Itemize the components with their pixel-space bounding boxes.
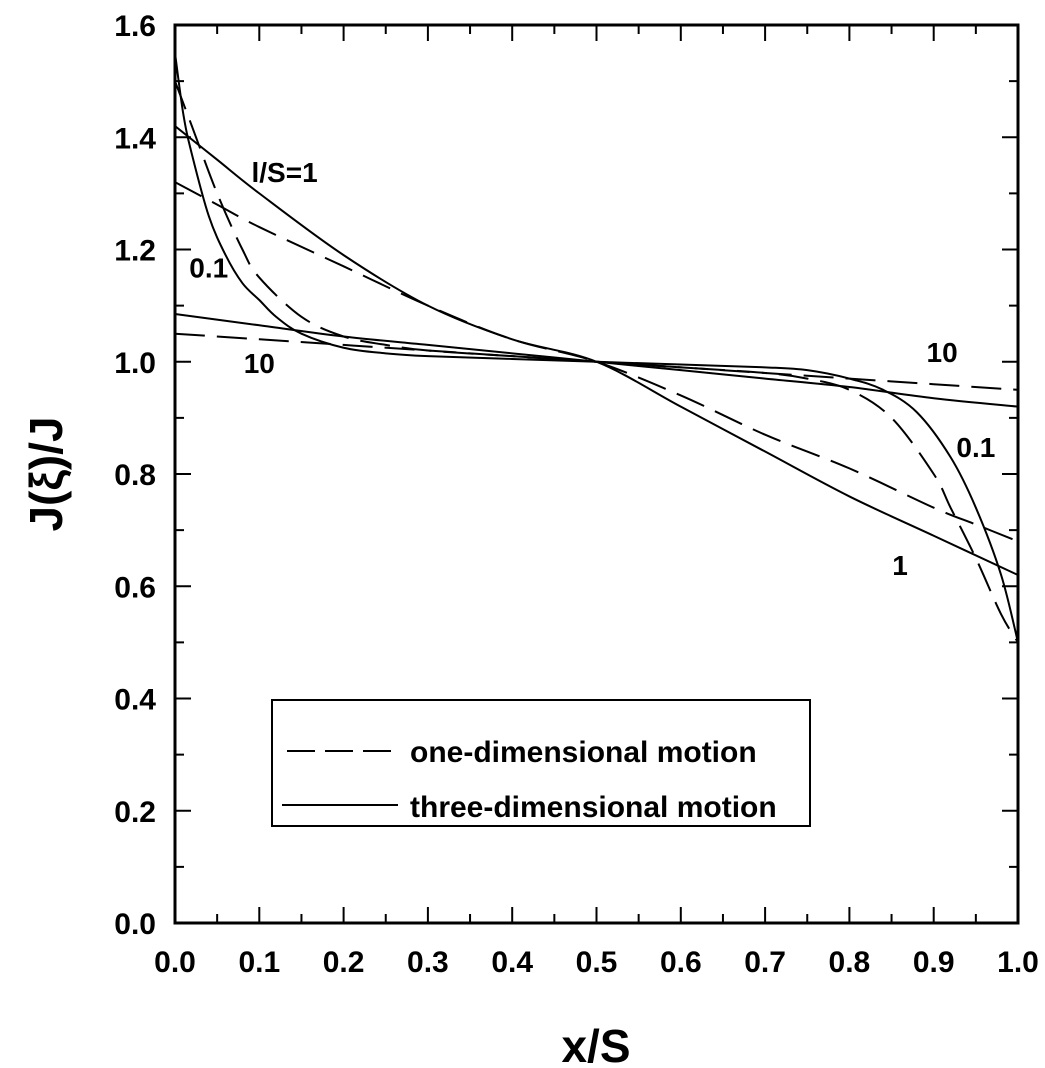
curve-annotation: 10 [244, 348, 275, 379]
one-dimensional-curve-1 [174, 181, 1019, 543]
y-axis-title: J(ξ)/J [20, 416, 72, 531]
legend: one-dimensional motion three-dimensional… [271, 699, 811, 827]
y-tick-label: 1.6 [114, 10, 156, 43]
x-tick-label: 0.8 [829, 946, 871, 979]
three-dimensional-curve-10 [174, 313, 1019, 408]
annotations-layer: l/S=1 0.1 10 10 0.1 1 [189, 157, 995, 581]
curve-annotation: 1 [892, 550, 908, 581]
tick-labels-layer: 0.0 0.1 0.2 0.3 0.4 0.5 0.6 0.7 0.8 0.9 1.0 0.0 0.2 0… [114, 10, 1039, 979]
curve-annotation: l/S=1 [252, 157, 318, 188]
y-tick-label: 0.2 [114, 796, 156, 829]
x-tick-label: 0.3 [407, 946, 449, 979]
y-tick-label: 1.0 [114, 347, 156, 380]
three-dimensional-curve-0p1 [174, 52, 1019, 643]
y-tick-label: 0.0 [114, 908, 156, 941]
y-tick-label: 1.4 [114, 122, 156, 155]
y-tick-label: 0.8 [114, 459, 156, 492]
x-tick-label: 0.0 [154, 946, 196, 979]
legend-label-one-dimensional: one-dimensional motion [410, 736, 757, 769]
ticks-layer [174, 24, 1019, 924]
x-axis-title: x/S [561, 1020, 630, 1068]
x-tick-label: 0.2 [323, 946, 365, 979]
legend-label-three-dimensional: three-dimensional motion [410, 791, 777, 824]
x-tick-label: 0.9 [913, 946, 955, 979]
y-tick-label: 0.6 [114, 571, 156, 604]
y-tick-label: 0.4 [114, 684, 156, 717]
x-tick-label: 0.5 [576, 946, 618, 979]
curve-annotation: 0.1 [956, 432, 995, 463]
x-tick-label: 0.7 [744, 946, 786, 979]
curve-annotation: 10 [927, 337, 958, 368]
curves-layer [174, 52, 1019, 643]
x-tick-label: 0.1 [238, 946, 280, 979]
three-dimensional-curve-1 [174, 125, 1019, 576]
x-tick-label: 1.0 [997, 946, 1039, 979]
x-tick-label: 0.6 [660, 946, 702, 979]
y-tick-label: 1.2 [114, 235, 156, 268]
curve-annotation: 0.1 [189, 253, 228, 284]
x-tick-label: 0.4 [491, 946, 533, 979]
